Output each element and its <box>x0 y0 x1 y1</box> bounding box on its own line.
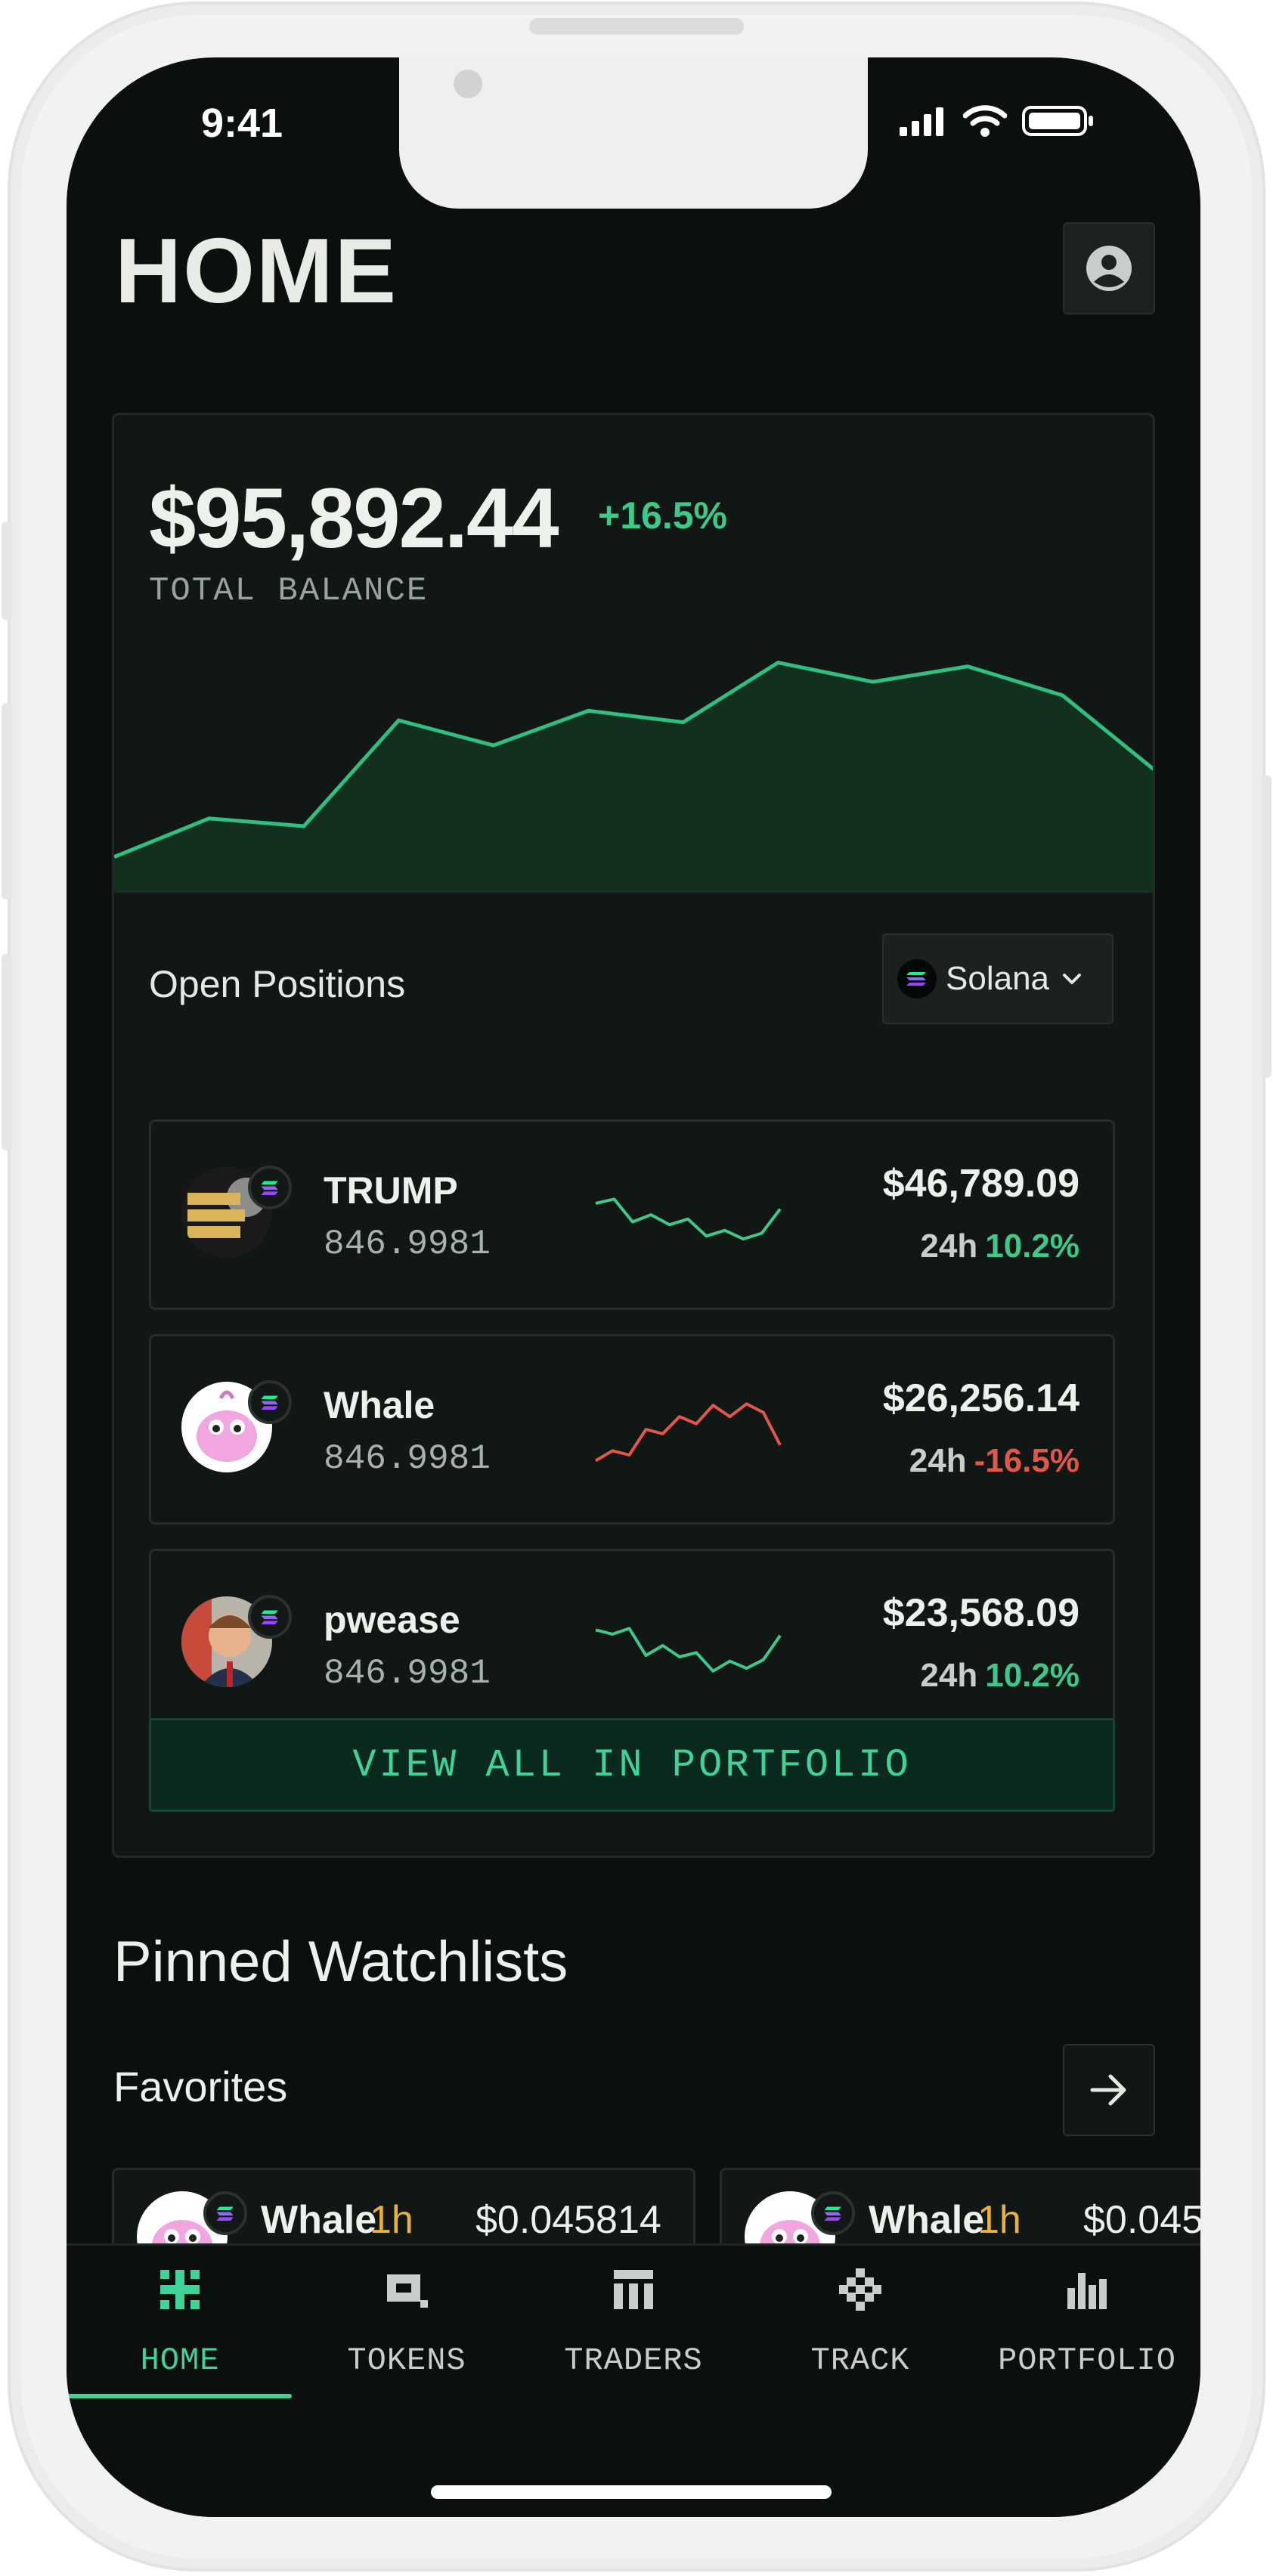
balance-chart-line <box>114 660 1153 859</box>
solana-icon <box>897 959 937 999</box>
watchlist-token-name: Whale <box>261 2198 377 2242</box>
watchlist-timeframe: 1h <box>977 2198 1021 2242</box>
pwease-token-avatar <box>181 1596 272 1687</box>
solana-icon <box>248 1595 292 1639</box>
position-change: 24h 10.2% <box>920 1228 1079 1265</box>
view-all-in-portfolio-button[interactable]: VIEW ALL IN PORTFOLIO <box>149 1718 1115 1812</box>
position-value: $26,256.14 <box>882 1376 1079 1420</box>
position-change-period: 24h <box>920 1657 978 1694</box>
solana-icon <box>811 2191 855 2235</box>
favorites-title: Favorites <box>113 2063 288 2110</box>
open-positions-title: Open Positions <box>149 963 406 1005</box>
nav-tokens[interactable]: TOKENS <box>293 2246 520 2397</box>
nav-portfolio[interactable]: PORTFOLIO <box>974 2246 1200 2397</box>
volume-down-button <box>2 954 12 1150</box>
solana-icon <box>248 1166 292 1209</box>
watchlist-price: $0.045814 <box>475 2198 661 2242</box>
position-change-value: -16.5% <box>974 1442 1079 1479</box>
speaker-slot <box>529 18 744 35</box>
total-balance-value: $95,892.44 <box>149 471 559 565</box>
nav-traders[interactable]: TRADERS <box>520 2246 747 2397</box>
balance-chart <box>114 660 1153 891</box>
card-divider <box>114 891 1153 893</box>
front-camera <box>454 70 482 98</box>
watchlist-token-name: Whale <box>869 2198 985 2242</box>
balance-card: $95,892.44 +16.5% TOTAL BALANCE Open Pos… <box>112 413 1155 1858</box>
nav-track[interactable]: TRACK <box>747 2246 974 2397</box>
balance-chart-area <box>114 662 1153 891</box>
nav-active-indicator <box>67 2394 292 2398</box>
mute-switch <box>2 522 12 620</box>
home-icon <box>160 2270 200 2309</box>
nav-label: PORTFOLIO <box>998 2342 1176 2379</box>
tokens-icon <box>387 2274 428 2308</box>
nav-label: TOKENS <box>347 2342 466 2379</box>
status-time: 9:41 <box>201 101 283 146</box>
total-balance-change: +16.5% <box>598 494 727 537</box>
solana-icon <box>203 2191 247 2235</box>
portfolio-icon <box>1067 2273 1107 2309</box>
signal-icon <box>900 107 943 136</box>
track-icon <box>839 2268 881 2311</box>
watchlist-timeframe: 1h <box>370 2198 413 2242</box>
power-button <box>1261 776 1271 1078</box>
position-sparkline <box>595 1627 782 1673</box>
profile-button[interactable] <box>1063 222 1155 314</box>
position-change: 24h -16.5% <box>909 1442 1079 1480</box>
chain-selector[interactable]: Solana <box>882 933 1113 1024</box>
position-row-whale[interactable]: Whale 846.9981 $26,256.14 24h -16.5% <box>149 1334 1115 1525</box>
position-change: 24h 10.2% <box>920 1657 1079 1695</box>
position-row-pwease[interactable]: pwease 846.9981 $23,568.09 24h 10.2% <box>149 1549 1115 1739</box>
chain-selector-label: Solana <box>946 960 1050 997</box>
position-name: pwease <box>324 1599 460 1641</box>
position-sparkline <box>594 1402 782 1463</box>
position-name: TRUMP <box>324 1169 458 1212</box>
nav-label: TRADERS <box>564 2342 703 2379</box>
favorites-open-button[interactable] <box>1063 2044 1155 2136</box>
position-change-period: 24h <box>909 1442 967 1479</box>
nav-home[interactable]: HOME <box>67 2246 293 2398</box>
watchlist-price: $0.045814 <box>1083 2198 1200 2242</box>
nav-label: HOME <box>140 2342 220 2379</box>
position-name: Whale <box>324 1384 435 1426</box>
position-row-trump[interactable]: TRUMP 846.9981 $46,789.09 24h 10.2% <box>149 1119 1115 1310</box>
position-change-value: 10.2% <box>985 1228 1079 1265</box>
arrow-right-icon <box>1090 2074 1126 2106</box>
user-icon <box>1086 246 1132 291</box>
position-change-value: 10.2% <box>985 1657 1079 1694</box>
nav-label: TRACK <box>810 2342 910 2379</box>
home-indicator <box>431 2485 832 2499</box>
pinned-watchlists-title: Pinned Watchlists <box>113 1930 568 1994</box>
solana-icon <box>248 1380 292 1424</box>
position-change-period: 24h <box>920 1228 978 1265</box>
total-balance-label: TOTAL BALANCE <box>149 572 429 610</box>
volume-up-button <box>2 703 12 899</box>
position-value: $23,568.09 <box>882 1591 1079 1635</box>
position-amount: 846.9981 <box>324 1654 491 1693</box>
position-sparkline <box>595 1197 782 1241</box>
battery-icon <box>1022 106 1093 136</box>
notch <box>399 57 868 209</box>
page-title: HOME <box>115 219 398 322</box>
position-amount: 846.9981 <box>324 1225 491 1264</box>
position-value: $46,789.09 <box>882 1162 1079 1206</box>
position-amount: 846.9981 <box>324 1439 491 1478</box>
phone-screen: 9:41 HOME $95,892.44 +16.5% TOTA <box>67 57 1200 2517</box>
traders-icon <box>614 2270 653 2309</box>
bottom-nav: HOME TOKENS TRADERS <box>67 2243 1200 2517</box>
chevron-down-icon <box>1063 974 1082 984</box>
wifi-icon <box>963 105 1007 137</box>
status-icons <box>900 104 1095 138</box>
